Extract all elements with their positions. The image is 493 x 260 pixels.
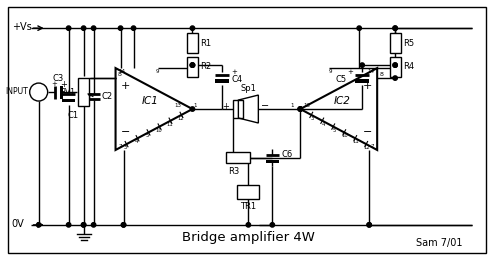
Circle shape [121,223,126,227]
Circle shape [393,26,397,30]
Text: 4: 4 [135,139,138,144]
Text: +: + [363,81,372,91]
Circle shape [298,107,303,111]
Text: 7: 7 [118,144,122,149]
Text: R1: R1 [201,39,211,48]
Circle shape [357,26,361,30]
Bar [266,160,279,164]
Bar [187,33,198,53]
Text: C4: C4 [231,75,243,83]
Text: 8: 8 [379,72,383,77]
Text: 11: 11 [353,139,359,144]
Circle shape [298,107,303,111]
Text: 14: 14 [118,69,126,74]
Circle shape [270,223,275,227]
Text: C3: C3 [52,74,63,83]
Text: 3: 3 [124,145,127,150]
Bar [215,79,229,83]
Text: 1: 1 [290,103,294,108]
Text: 1: 1 [193,103,197,108]
Circle shape [36,223,41,227]
Circle shape [131,26,136,30]
Text: 9: 9 [329,69,332,74]
Text: IC1: IC1 [141,96,159,106]
Circle shape [190,63,195,67]
Text: 4: 4 [321,122,325,127]
Circle shape [81,223,86,227]
Text: R3: R3 [228,167,239,176]
Circle shape [190,63,195,67]
Circle shape [190,26,195,30]
Text: R5: R5 [403,39,414,48]
Text: +: + [60,80,67,89]
Text: 5: 5 [333,128,336,133]
Circle shape [298,107,303,111]
Text: 3: 3 [311,116,314,121]
Text: TR1: TR1 [240,202,256,211]
Circle shape [393,76,397,80]
Circle shape [91,223,96,227]
Text: C1: C1 [68,110,79,120]
Text: +Vs: +Vs [12,22,32,32]
Text: 10: 10 [342,133,349,138]
Bar [78,78,89,106]
Circle shape [67,26,71,30]
Circle shape [121,223,126,227]
Bar [62,99,75,102]
Circle shape [393,63,397,67]
Text: Bridge amplifier 4W: Bridge amplifier 4W [182,231,315,244]
Text: +: + [348,69,353,75]
Circle shape [360,63,364,67]
Circle shape [367,223,371,227]
Circle shape [67,223,71,227]
Text: R2: R2 [201,62,211,71]
Circle shape [246,223,250,227]
Bar [187,57,198,77]
Circle shape [393,63,397,67]
Text: −: − [363,127,372,137]
Circle shape [118,26,123,30]
Text: 12: 12 [177,116,184,121]
Text: 12: 12 [364,145,371,150]
Text: C6: C6 [282,151,292,159]
Bar [226,152,250,164]
Circle shape [81,223,86,227]
Text: 5: 5 [146,133,149,138]
Text: +: + [121,81,130,91]
Text: 13: 13 [175,103,181,108]
Text: −: − [121,127,130,137]
Text: 11: 11 [166,122,173,127]
Text: C2: C2 [102,92,113,101]
Text: −: − [261,101,270,111]
Text: 0V: 0V [12,219,25,229]
Circle shape [190,63,195,67]
Text: 13: 13 [303,103,310,108]
Circle shape [81,26,86,30]
Bar [237,185,259,199]
Text: INPUT: INPUT [5,87,28,96]
Text: 14: 14 [367,69,374,74]
Text: Sp1: Sp1 [241,84,256,93]
Bar [355,79,369,83]
Bar [389,33,401,53]
Text: RV1: RV1 [61,88,75,96]
Text: Sam 7/01: Sam 7/01 [416,238,462,248]
Text: 9: 9 [155,69,159,74]
Text: +: + [222,102,229,110]
Text: +: + [231,69,237,75]
Bar [60,86,63,99]
Bar [233,100,244,118]
Text: R4: R4 [403,62,414,71]
Circle shape [91,26,96,30]
Circle shape [190,107,195,111]
Text: IC2: IC2 [334,96,351,106]
Text: C5: C5 [335,75,346,83]
Text: 10: 10 [155,128,162,133]
Bar [389,57,401,77]
Circle shape [367,223,371,227]
Text: 8: 8 [117,72,121,77]
Text: +: + [52,81,58,87]
Circle shape [393,26,397,30]
Text: 7: 7 [371,144,374,149]
